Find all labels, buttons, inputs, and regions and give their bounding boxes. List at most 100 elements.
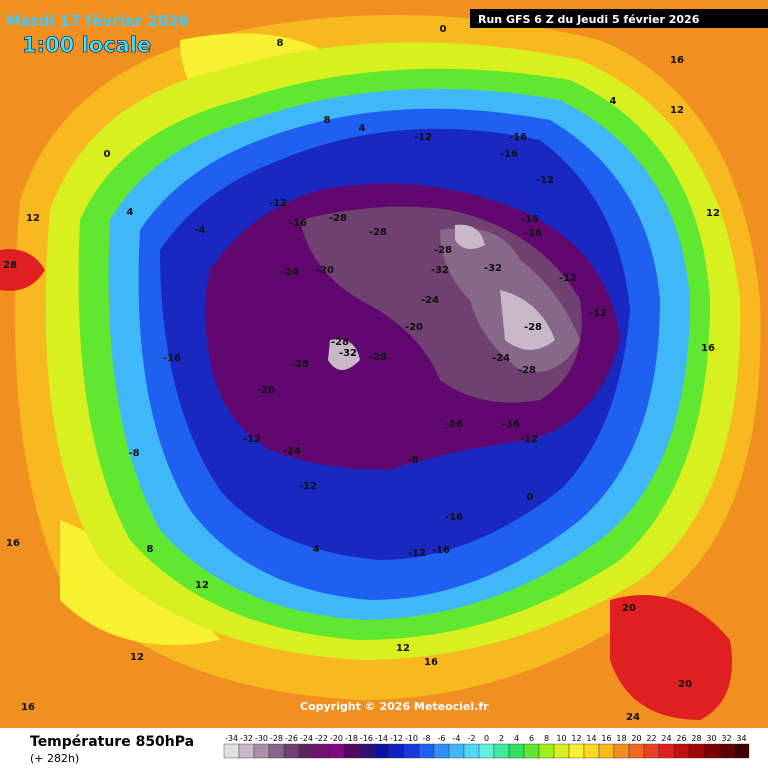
- scale-tick-label: -2: [468, 734, 476, 743]
- color-swatch: [478, 743, 495, 759]
- contour-label: 4: [610, 96, 617, 107]
- contour-labels: -28-28-32 -32-28-24-28-24-28-20-20-28-32-…: [3, 24, 720, 723]
- contour-label: 16: [670, 55, 684, 66]
- contour-label: -12: [269, 198, 287, 209]
- contour-label: -16: [432, 545, 450, 556]
- scale-tick-label: 4: [514, 734, 519, 743]
- contour-label: -4: [194, 225, 205, 236]
- contour-label: -28: [291, 359, 309, 370]
- contour-label: -20: [257, 385, 275, 396]
- scale-tick-label: -6: [438, 734, 446, 743]
- contour-label: -20: [405, 322, 423, 333]
- contour-label: 0: [104, 149, 111, 160]
- contour-label: -28: [331, 337, 349, 348]
- contour-label: -16: [445, 512, 463, 523]
- color-swatch: [448, 743, 465, 759]
- contour-label: 0: [527, 492, 534, 503]
- contour-label: 16: [21, 702, 35, 713]
- contour-label: 12: [130, 652, 144, 663]
- scale-tick-label: -20: [330, 734, 343, 743]
- contour-label: 16: [424, 657, 438, 668]
- scale-tick-label: -22: [315, 734, 328, 743]
- contour-label: -12: [414, 132, 432, 143]
- scale-tick-label: -28: [270, 734, 283, 743]
- contour-label: 16: [701, 343, 715, 354]
- run-info: Run GFS 6 Z du Jeudi 5 février 2026: [478, 13, 700, 26]
- contour-label: 0: [440, 24, 447, 35]
- contour-label: 4: [359, 123, 366, 134]
- contour-label: 12: [195, 580, 209, 591]
- color-swatch: [553, 743, 570, 759]
- color-swatch: [373, 743, 390, 759]
- color-swatch: [658, 743, 675, 759]
- contour-label: -12: [559, 273, 577, 284]
- scale-tick-label: 0: [484, 734, 489, 743]
- color-scale: -34 -32 -30 -28 -26 -24 -22 -20 -18 -16 -14 -12 -10-…: [223, 734, 750, 759]
- contour-label: -20: [369, 352, 387, 363]
- contour-label: -16: [524, 228, 542, 239]
- scale-tick-label: -26: [285, 734, 298, 743]
- contour-label: -20: [316, 265, 334, 276]
- contour-label: -24: [283, 446, 301, 457]
- contour-label: -28: [329, 213, 347, 224]
- color-swatch: [343, 743, 360, 759]
- contour-label: -28: [434, 245, 452, 256]
- color-swatch: [703, 743, 720, 759]
- contour-label: -16: [445, 419, 463, 430]
- scale-tick-label: 18: [616, 734, 626, 743]
- contour-label: 8: [147, 544, 154, 555]
- color-swatch: [253, 743, 270, 759]
- scale-tick-label: -8: [423, 734, 431, 743]
- scale-tick-label: 12: [571, 734, 581, 743]
- color-swatch: [238, 743, 255, 759]
- color-swatch: [268, 743, 285, 759]
- scale-tick-label: 8: [544, 734, 549, 743]
- scale-tick-label: 26: [676, 734, 686, 743]
- contour-label: 20: [678, 679, 692, 690]
- color-swatch: [493, 743, 510, 759]
- contour-label: -8: [128, 448, 139, 459]
- run-banner: [470, 9, 768, 28]
- color-swatch: [583, 743, 600, 759]
- scale-tick-label: -24: [300, 734, 313, 743]
- contour-label: -12: [299, 481, 317, 492]
- scale-tick-label: 24: [661, 734, 671, 743]
- color-swatch: [733, 743, 750, 759]
- scale-tick-label: 34: [736, 734, 746, 743]
- color-swatch: [418, 743, 435, 759]
- scale-tick-label: 22: [646, 734, 656, 743]
- color-swatch: [673, 743, 690, 759]
- temperature-field: [0, 0, 768, 728]
- contour-label: -12: [520, 434, 538, 445]
- color-swatch: [463, 743, 480, 759]
- scale-tick-label: 14: [586, 734, 596, 743]
- scale-tick-label: -32: [240, 734, 253, 743]
- scale-tick-label: 6: [529, 734, 534, 743]
- contour-label: -12: [408, 548, 426, 559]
- contour-label: 4: [127, 207, 134, 218]
- contour-label: 12: [26, 213, 40, 224]
- color-swatch: [628, 743, 645, 759]
- scale-tick-label: 20: [631, 734, 641, 743]
- color-swatch: [283, 743, 300, 759]
- contour-label: -24: [492, 353, 510, 364]
- contour-label: 8: [324, 115, 331, 126]
- contour-label: 12: [706, 208, 720, 219]
- color-swatch: [313, 743, 330, 759]
- contour-label: -16: [521, 214, 539, 225]
- scale-tick-label: -16: [360, 734, 373, 743]
- color-swatch: [358, 743, 375, 759]
- color-swatch: [568, 743, 585, 759]
- color-swatch: [613, 743, 630, 759]
- contour-label: -28: [369, 227, 387, 238]
- contour-label: -28: [518, 365, 536, 376]
- local-time: 1:00 locale: [22, 33, 151, 57]
- contour-label: 16: [6, 538, 20, 549]
- scale-tick-label: 10: [556, 734, 566, 743]
- contour-label: -32: [484, 263, 502, 274]
- contour-label: -16: [289, 218, 307, 229]
- scale-tick-label: 16: [601, 734, 611, 743]
- contour-label: -16: [163, 353, 181, 364]
- color-swatch: [688, 743, 705, 759]
- contour-label: -32: [431, 265, 449, 276]
